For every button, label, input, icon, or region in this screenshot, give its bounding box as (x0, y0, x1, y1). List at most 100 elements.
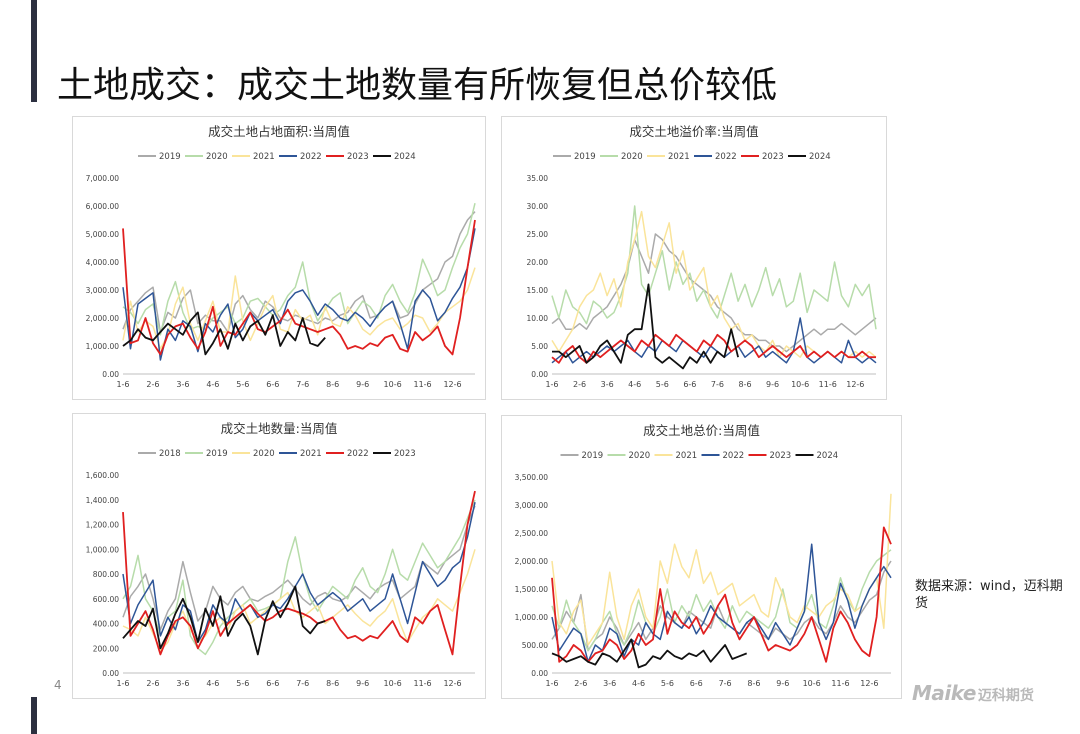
y-tick-label: 1,400.00 (86, 496, 120, 505)
legend-label-2019: 2019 (159, 152, 181, 162)
x-tick-label: 1-6 (116, 679, 129, 688)
x-tick-label: 2-6 (146, 679, 159, 688)
x-tick-label: 12-6 (860, 679, 878, 688)
accent-bar-top (31, 0, 37, 102)
series-line-2019 (122, 211, 476, 333)
logo-text-en: Maike (912, 681, 976, 705)
x-tick-label: 4-6 (628, 380, 641, 389)
y-tick-label: 6,000.00 (86, 202, 120, 211)
y-tick-label: 400.00 (93, 620, 119, 629)
legend-label-2023: 2023 (770, 451, 792, 461)
series-line-2021 (551, 493, 892, 646)
y-tick-label: 1,000.00 (86, 342, 120, 351)
x-tick-label: 9-6 (356, 380, 369, 389)
x-tick-label: 9-6 (776, 679, 789, 688)
x-tick-label: 8-6 (326, 380, 339, 389)
series-line-2023 (551, 526, 892, 663)
legend-label-2018: 2018 (159, 449, 181, 459)
y-tick-label: 25.00 (527, 230, 549, 239)
legend-label-2019: 2019 (582, 451, 604, 461)
y-tick-label: 1,000.00 (515, 613, 549, 622)
legend-label-2023: 2023 (347, 152, 369, 162)
y-tick-label: 0.00 (102, 370, 119, 379)
y-tick-label: 1,000.00 (86, 545, 120, 554)
y-tick-label: 7,000.00 (86, 174, 120, 183)
x-tick-label: 6-6 (683, 380, 696, 389)
x-tick-label: 3-6 (176, 679, 189, 688)
y-tick-label: 4,000.00 (86, 258, 120, 267)
x-tick-label: 5-6 (661, 679, 674, 688)
series-line-2018 (122, 505, 476, 631)
x-tick-label: 3-6 (176, 380, 189, 389)
y-tick-label: 5,000.00 (86, 230, 120, 239)
x-tick-label: 2-6 (574, 679, 587, 688)
legend-label-2023: 2023 (762, 152, 784, 162)
x-tick-label: 4-6 (206, 679, 219, 688)
chart-panel-total-price: 成交土地总价:当周值 2019 2020 2021 2022 2023 2024 0.00 50… (501, 415, 902, 699)
chart-panel-land-area: 成交土地占地面积:当周值 2019 2020 2021 2022 2023 2024 0.00… (72, 116, 486, 400)
x-tick-label: 8-6 (738, 380, 751, 389)
series-line-2021 (122, 502, 476, 643)
x-tick-label: 11-6 (819, 380, 837, 389)
x-tick-label: 1-6 (116, 380, 129, 389)
legend-label-2020: 2020 (629, 451, 651, 461)
x-tick-label: 7-6 (719, 679, 732, 688)
series-line-2023 (551, 333, 876, 364)
x-tick-label: 7-6 (296, 679, 309, 688)
x-tick-label: 10-6 (791, 380, 809, 389)
legend-label-2022: 2022 (300, 152, 322, 162)
legend-label-2022: 2022 (715, 152, 737, 162)
chart-title: 成交土地溢价率:当周值 (629, 124, 758, 139)
series-line-2020 (122, 203, 476, 336)
chart-title: 成交土地占地面积:当周值 (208, 124, 350, 139)
y-tick-label: 0.00 (531, 370, 548, 379)
y-tick-label: 1,500.00 (515, 585, 549, 594)
y-tick-label: 30.00 (527, 202, 549, 211)
legend-label-2020: 2020 (621, 152, 643, 162)
x-tick-label: 5-6 (656, 380, 669, 389)
series-line-2019 (551, 233, 877, 353)
chart-title: 成交土地数量:当周值 (221, 421, 338, 436)
series-line-2021 (122, 267, 476, 350)
x-tick-label: 9-6 (356, 679, 369, 688)
series-line-2020 (551, 549, 892, 652)
x-tick-label: 7-6 (711, 380, 724, 389)
legend-label-2021: 2021 (253, 152, 275, 162)
x-tick-label: 6-6 (690, 679, 703, 688)
page-title: 土地成交：成交土地数量有所恢复但总价较低 (57, 65, 778, 106)
legend-label-2024: 2024 (394, 152, 416, 162)
accent-bar-bottom (31, 697, 37, 734)
y-tick-label: 200.00 (93, 644, 119, 653)
x-tick-label: 12-6 (443, 679, 461, 688)
y-tick-label: 3,000.00 (86, 286, 120, 295)
y-tick-label: 3,000.00 (515, 501, 549, 510)
y-tick-label: 600.00 (93, 595, 119, 604)
y-tick-label: 5.00 (531, 342, 548, 351)
chart-land-area: 成交土地占地面积:当周值 2019 2020 2021 2022 2023 2024 0.00… (86, 124, 476, 389)
legend-label-2020: 2020 (206, 152, 228, 162)
x-tick-label: 6-6 (266, 380, 279, 389)
x-tick-label: 1-6 (545, 679, 558, 688)
chart-panel-land-count: 成交土地数量:当周值 2018 2019 2020 2021 2022 2023 0.00 20… (72, 413, 486, 699)
x-tick-label: 10-6 (384, 679, 402, 688)
series-line-2024 (552, 283, 739, 370)
y-tick-label: 1,600.00 (86, 471, 120, 480)
y-tick-label: 3,500.00 (515, 473, 549, 482)
chart-title: 成交土地总价:当周值 (643, 423, 760, 438)
x-tick-label: 3-6 (603, 679, 616, 688)
legend-label-2021: 2021 (668, 152, 690, 162)
legend-label-2024: 2024 (817, 451, 839, 461)
x-tick-label: 12-6 (443, 380, 461, 389)
series-line-2023 (122, 585, 326, 656)
company-logo: Maike 迈科期货 (912, 681, 1072, 705)
legend-label-2023: 2023 (394, 449, 416, 459)
x-tick-label: 3-6 (601, 380, 614, 389)
x-tick-label: 5-6 (236, 679, 249, 688)
x-tick-label: 7-6 (296, 380, 309, 389)
series-line-2022 (551, 543, 892, 663)
x-tick-label: 6-6 (266, 679, 279, 688)
chart-panel-premium-rate: 成交土地溢价率:当周值 2019 2020 2021 2022 2023 2024 0.00 5… (501, 116, 887, 400)
chart-land-count: 成交土地数量:当周值 2018 2019 2020 2021 2022 2023 0.00 20… (86, 421, 476, 688)
y-tick-label: 2,000.00 (86, 314, 120, 323)
series-line-2019 (122, 499, 476, 656)
